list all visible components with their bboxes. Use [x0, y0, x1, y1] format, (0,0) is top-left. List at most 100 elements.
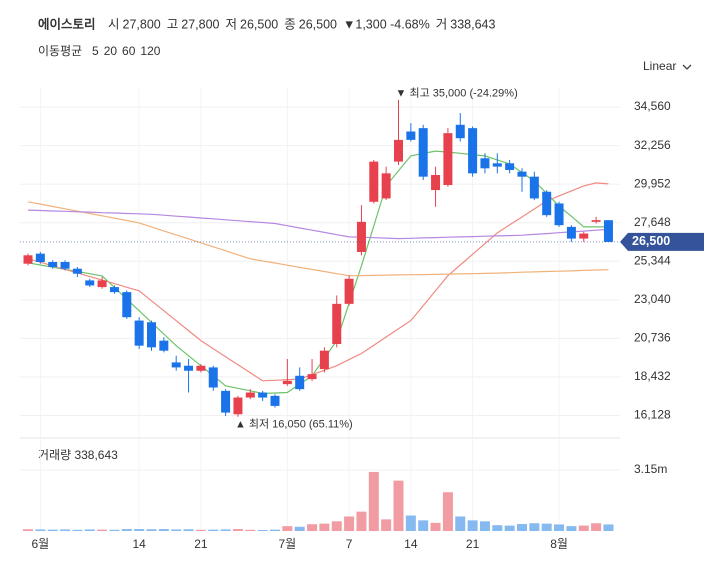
- volume-bar: [331, 521, 342, 531]
- chevron[interactable]: [682, 64, 692, 70]
- volume-bar: [381, 519, 392, 531]
- y-tick-label: 25,344: [634, 253, 671, 267]
- quote-summary: 시 27,800 고 27,800 저 26,500 종 26,500 ▼1,300 -4.68…: [108, 17, 495, 31]
- volume-bar: [171, 529, 182, 531]
- y-tick-label: 16,128: [634, 408, 671, 422]
- y-tick-label: 32,256: [634, 138, 671, 152]
- candle-body: [295, 375, 305, 390]
- candle-body: [48, 262, 58, 268]
- quote-item: 27,800: [181, 17, 219, 31]
- candle-body: [109, 287, 119, 293]
- y-tick-label: 27,648: [634, 215, 671, 229]
- volume-bar: [23, 529, 33, 531]
- ma-legend: 5 20 60 120: [92, 44, 161, 58]
- volume-bar: [294, 526, 305, 531]
- candle-body: [270, 395, 280, 406]
- volume-bar: [97, 529, 108, 531]
- candle-body: [159, 340, 169, 351]
- volume-bar: [603, 524, 614, 531]
- ma-line: [27, 182, 609, 382]
- x-tick-label: 14: [404, 537, 418, 551]
- candle-body: [431, 175, 441, 191]
- extreme-annotation: ▲ 최저 16,050 (65.11%): [235, 418, 353, 431]
- volume-bar: [554, 524, 565, 531]
- candle-body: [72, 268, 82, 274]
- volume-bar: [430, 522, 441, 531]
- volume-bar: [467, 520, 478, 531]
- ma-line: [27, 201, 609, 277]
- volume-title: 거래량 338,643: [38, 448, 118, 462]
- volume-bar: [541, 523, 552, 531]
- candle-body: [369, 161, 379, 202]
- volume-bar: [591, 523, 602, 531]
- candle-body: [603, 220, 613, 242]
- candle-body: [122, 292, 132, 318]
- volume-bar: [146, 529, 157, 531]
- legend-entry: 60: [122, 44, 136, 58]
- volume-bar: [504, 525, 515, 531]
- volume-bar: [220, 529, 231, 531]
- candle-body: [245, 392, 255, 398]
- legend-entry: 120: [140, 44, 160, 58]
- x-tick-label: 21: [466, 537, 480, 551]
- volume-bar: [442, 492, 453, 531]
- volume-bar: [60, 529, 71, 531]
- candle-body: [307, 374, 317, 380]
- x-tick-label: 7월: [278, 537, 296, 551]
- y-tick-label: 20,736: [634, 331, 671, 345]
- candle-body: [134, 320, 144, 346]
- candle-body: [332, 303, 342, 344]
- y-tick-label: 34,560: [634, 99, 671, 113]
- legend-entry: 20: [104, 44, 118, 58]
- volume-bar: [517, 524, 527, 531]
- candle-body: [60, 262, 70, 269]
- quote-item: 거: [436, 17, 448, 31]
- volume-bar: [47, 529, 58, 531]
- ma-title: 이동평균: [38, 44, 82, 58]
- candle-body: [282, 380, 292, 385]
- volume-bar: [578, 525, 589, 531]
- candle-body: [554, 203, 564, 226]
- volume-bar: [479, 521, 490, 531]
- volume-bar: [368, 471, 379, 531]
- x-tick-label: 8월: [550, 537, 568, 551]
- volume-bar: [344, 516, 355, 531]
- candle-body: [85, 280, 95, 286]
- candle-body: [468, 128, 478, 174]
- candle-body: [344, 278, 354, 304]
- candle-body: [529, 176, 539, 199]
- quote-item: 26,500: [299, 17, 337, 31]
- candle-body: [184, 365, 194, 371]
- candle-body: [505, 163, 515, 170]
- volume-bar: [566, 526, 577, 531]
- y-tick-label: 18,432: [634, 369, 671, 383]
- volume-bar: [405, 515, 416, 531]
- quote-item: 고: [167, 17, 179, 31]
- volume-tick-label: 3.15m: [634, 462, 667, 476]
- volume-bar: [183, 529, 194, 531]
- scale-toggle[interactable]: Linear: [643, 59, 676, 73]
- candle-body: [443, 133, 453, 186]
- volume-bar: [208, 529, 219, 531]
- candle-body: [97, 280, 107, 288]
- volume-bar: [257, 530, 268, 531]
- volume-bar: [195, 529, 206, 531]
- x-tick-label: 7: [346, 537, 353, 551]
- volume-bar: [270, 529, 280, 531]
- quote-item: 종: [284, 17, 296, 31]
- candle-body: [517, 171, 527, 177]
- volume-bar: [121, 529, 132, 531]
- volume-bar: [529, 523, 540, 531]
- volume-bar: [35, 529, 46, 531]
- candle-body: [356, 221, 366, 252]
- candle-body: [480, 158, 490, 169]
- quote-item: 저: [226, 17, 238, 31]
- y-tick-label: 29,952: [634, 176, 671, 190]
- volume-bar: [492, 525, 503, 531]
- volume-bar: [356, 511, 367, 531]
- y-tick-label: 23,040: [634, 292, 671, 306]
- quote-item: 시: [108, 17, 120, 31]
- candle-body: [221, 390, 231, 413]
- candle-body: [418, 128, 428, 177]
